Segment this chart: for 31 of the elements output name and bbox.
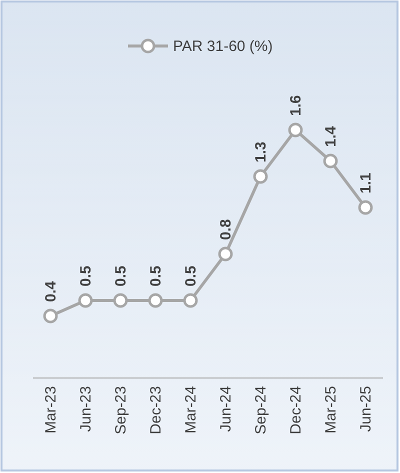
data-label: 1.4 xyxy=(322,125,340,147)
x-tick-label: Dec-24 xyxy=(288,386,304,434)
data-label: 0.5 xyxy=(148,266,164,286)
data-label: 1.6 xyxy=(288,95,304,116)
data-label: 1.3 xyxy=(252,142,270,162)
x-tick-label: Sep-23 xyxy=(112,386,130,434)
point xyxy=(183,293,198,308)
x-tick-label: Sep-24 xyxy=(252,386,270,434)
x-tick-label: Jun-23 xyxy=(78,386,94,432)
data-label: 1.1 xyxy=(358,172,374,194)
data-label: 0.8 xyxy=(218,219,234,240)
point xyxy=(358,200,373,215)
point xyxy=(78,293,93,308)
data-label: 0.5 xyxy=(182,266,200,286)
x-tick-label: Jun-25 xyxy=(358,386,374,432)
x-tick-label: Mar-25 xyxy=(322,386,340,434)
legend-label: PAR 31-60 (%) xyxy=(173,38,273,55)
point xyxy=(218,246,233,262)
point xyxy=(148,293,163,308)
data-label: 0.5 xyxy=(112,266,130,286)
data-label: 0.4 xyxy=(42,280,60,302)
x-tick-label: Mar-23 xyxy=(42,386,60,434)
data-label: 0.5 xyxy=(78,266,94,286)
x-tick-label: Dec-23 xyxy=(148,386,164,434)
point xyxy=(113,293,128,308)
point xyxy=(288,122,303,138)
x-tick-label: Jun-24 xyxy=(218,386,234,432)
point xyxy=(323,154,338,168)
x-tick-label: Mar-24 xyxy=(182,386,200,434)
point xyxy=(43,308,58,324)
point xyxy=(253,169,268,184)
